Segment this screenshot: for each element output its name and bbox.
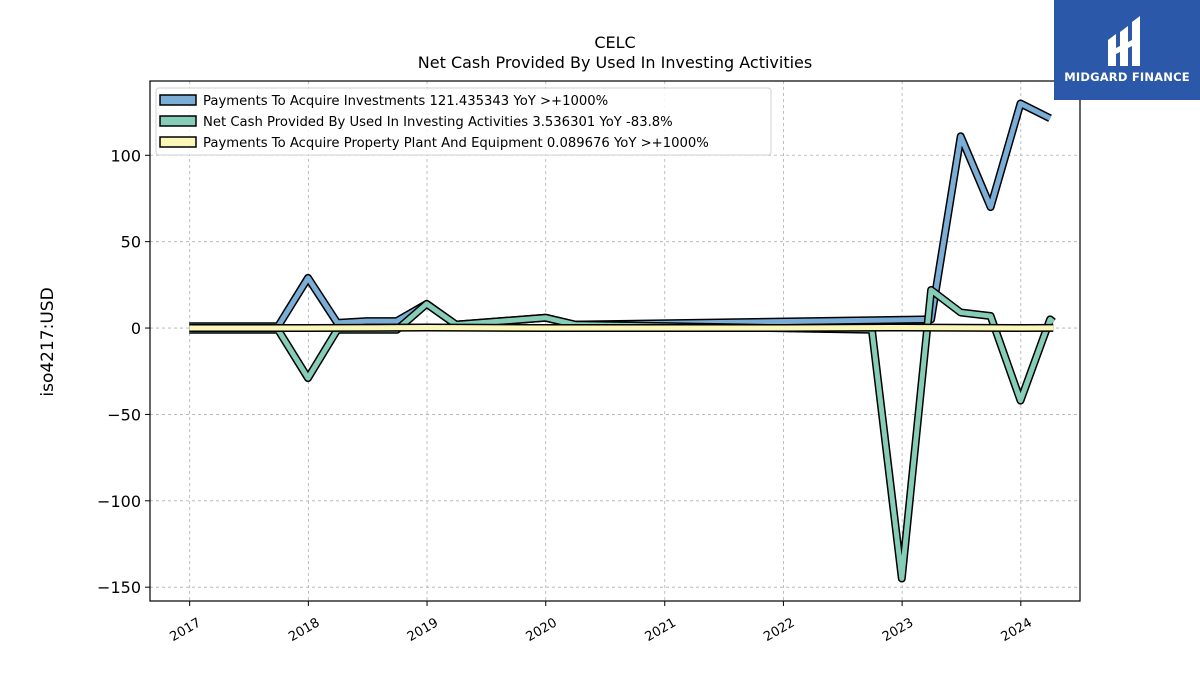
legend-label: Net Cash Provided By Used In Investing A…	[203, 115, 673, 130]
legend: Payments To Acquire Investments 121.4353…	[155, 87, 772, 156]
y-axis: 100 50 0 −50 −100 −150	[97, 146, 150, 597]
legend-swatch	[159, 94, 197, 106]
y-tick-label: 0	[131, 319, 141, 338]
y-tick-label: −150	[97, 578, 141, 597]
chart-title: CELC	[594, 33, 635, 52]
legend-swatch	[159, 136, 197, 148]
grid	[150, 81, 1080, 601]
logo-mark-icon	[1108, 16, 1140, 66]
y-tick-label: 100	[110, 146, 141, 165]
series-line-outline	[189, 286, 1056, 583]
legend-label: Payments To Acquire Investments 121.4353…	[203, 94, 608, 109]
chart-subtitle: Net Cash Provided By Used In Investing A…	[418, 53, 812, 72]
x-tick-label: 2017	[168, 615, 204, 645]
y-tick-label: −100	[97, 492, 141, 511]
series-line-3	[189, 325, 1054, 331]
legend-label: Payments To Acquire Property Plant And E…	[203, 136, 709, 151]
x-tick-label: 2023	[880, 615, 916, 645]
y-axis-label: iso4217:USD	[38, 287, 58, 396]
brand-logo: MIDGARD FINANCE	[1054, 0, 1200, 100]
y-tick-label: 50	[121, 233, 141, 252]
x-tick-label: 2024	[999, 615, 1035, 645]
series-lines	[189, 99, 1056, 583]
logo-text: MIDGARD FINANCE	[1064, 70, 1190, 84]
x-tick-label: 2021	[643, 615, 679, 645]
x-axis: 2017 2018 2019 2020 2021 2022 2023 2024	[168, 601, 1035, 645]
x-tick-label: 2020	[524, 615, 560, 645]
plot-frame	[149, 80, 1081, 602]
x-tick-label: 2018	[286, 615, 322, 645]
legend-swatch	[159, 115, 197, 127]
legend-box	[155, 87, 772, 156]
x-tick-label: 2022	[761, 615, 797, 645]
y-tick-label: −50	[107, 405, 141, 424]
x-tick-label: 2019	[405, 615, 441, 645]
